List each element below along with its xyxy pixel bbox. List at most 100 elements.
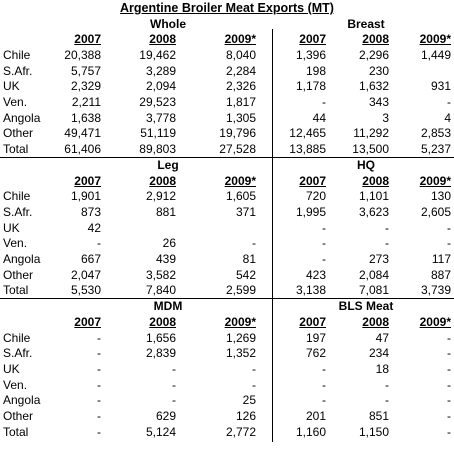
row-label: UK [3, 361, 20, 376]
year-header: 2007 [74, 314, 101, 329]
table-cell: 931 [430, 79, 451, 94]
table-cell: 26 [162, 236, 176, 251]
year-header: 2009* [419, 173, 451, 188]
row-label: Total [3, 142, 29, 157]
table-cell: - [447, 95, 451, 109]
table-cell: 1,269 [225, 330, 256, 345]
table-cell: 1,178 [295, 79, 326, 94]
year-header: 2007 [299, 173, 326, 188]
year-header: 2007 [74, 32, 101, 47]
section-header: HQ [357, 157, 375, 172]
table-cell: - [252, 236, 256, 251]
table-cell: 19,796 [219, 126, 256, 141]
table-cell: - [97, 393, 101, 408]
table-cell: 89,803 [139, 142, 176, 157]
table-cell: 230 [368, 63, 389, 78]
table-cell: 2,326 [225, 79, 256, 94]
table-cell: - [322, 377, 326, 392]
table-cell: - [252, 361, 256, 376]
row-label: Chile [3, 330, 31, 345]
table-cell: 29,523 [139, 95, 176, 109]
section-header: Leg [157, 157, 179, 172]
row-label: Other [3, 126, 34, 141]
year-header: 2007 [299, 314, 326, 329]
year-header: 2008 [149, 173, 176, 188]
table-cell: - [97, 361, 101, 376]
table-cell: 1,817 [225, 95, 256, 109]
row-label: Angola [3, 393, 41, 408]
table-cell: - [447, 424, 451, 439]
table-cell: 343 [368, 95, 389, 109]
year-header: 2008 [362, 32, 389, 47]
table-cell: 13,885 [289, 142, 326, 157]
table-cell: 2,839 [145, 346, 176, 361]
table-cell: 3,778 [145, 110, 176, 125]
table-cell: 234 [368, 346, 389, 361]
table-cell: - [447, 236, 451, 251]
row-label: Ven. [3, 95, 28, 109]
table-cell: 542 [235, 267, 256, 282]
table-cell: - [447, 361, 451, 376]
year-header: 2009* [419, 314, 451, 329]
table-cell: 197 [305, 330, 326, 345]
table-title: Argentine Broiler Meat Exports (MT) [120, 1, 334, 15]
year-header: 2007 [74, 173, 101, 188]
year-header: 2009* [224, 314, 256, 329]
table-cell: 273 [368, 252, 389, 266]
table-cell: 81 [242, 252, 256, 266]
table-cell: 2,912 [145, 189, 176, 204]
table-cell: 42 [87, 220, 101, 235]
table-cell: - [172, 393, 176, 408]
table-cell: 11,292 [353, 126, 389, 141]
row-label: Ven. [3, 377, 28, 392]
row-label: Angola [3, 252, 41, 266]
table-cell: 1,160 [295, 424, 326, 439]
table-cell: - [447, 330, 451, 345]
table-cell: - [97, 409, 101, 423]
table-cell: 1,305 [225, 110, 256, 125]
table-cell: 851 [368, 409, 389, 423]
table-cell: 1,901 [70, 189, 101, 204]
table-cell: 1,632 [358, 79, 389, 94]
table-cell: 720 [305, 189, 326, 204]
table-cell: 3,739 [420, 283, 451, 298]
table-cell: - [447, 346, 451, 361]
table-cell: 5,530 [70, 283, 101, 298]
row-label: Ven. [3, 236, 28, 251]
row-label: S.Afr. [3, 346, 33, 361]
table-cell: - [385, 393, 389, 408]
row-label: Chile [3, 47, 31, 62]
section-header: Whole [150, 16, 186, 31]
table-cell: 27,528 [219, 142, 256, 157]
table-cell: - [447, 409, 451, 423]
table-cell: 2,084 [358, 267, 389, 282]
table-cell: 2,605 [420, 204, 451, 219]
table-cell: - [97, 236, 101, 251]
table-cell: 201 [305, 409, 326, 423]
table-cell: 44 [312, 110, 326, 125]
table-cell: 126 [235, 409, 256, 423]
table-cell: - [322, 95, 326, 109]
table-cell: - [385, 220, 389, 235]
table-cell: 18 [375, 361, 389, 376]
year-header: 2008 [362, 173, 389, 188]
year-header: 2009* [224, 173, 256, 188]
table-cell: 1,150 [358, 424, 389, 439]
table-cell: - [447, 393, 451, 408]
row-label: UK [3, 79, 20, 94]
table-cell: - [97, 330, 101, 345]
table-cell: - [97, 424, 101, 439]
table-cell: 2,853 [420, 126, 451, 141]
table-cell: 3 [382, 110, 389, 125]
table-cell: - [322, 393, 326, 408]
section-header: BLS Meat [338, 299, 394, 314]
year-header: 2009* [419, 32, 451, 47]
table-cell: 7,081 [358, 283, 389, 298]
table-cell: 439 [155, 252, 176, 266]
table-cell: - [322, 220, 326, 235]
table-cell: 667 [80, 252, 101, 266]
table-cell: 2,284 [225, 63, 256, 78]
row-label: S.Afr. [3, 63, 33, 78]
table-cell: 2,296 [358, 47, 389, 62]
